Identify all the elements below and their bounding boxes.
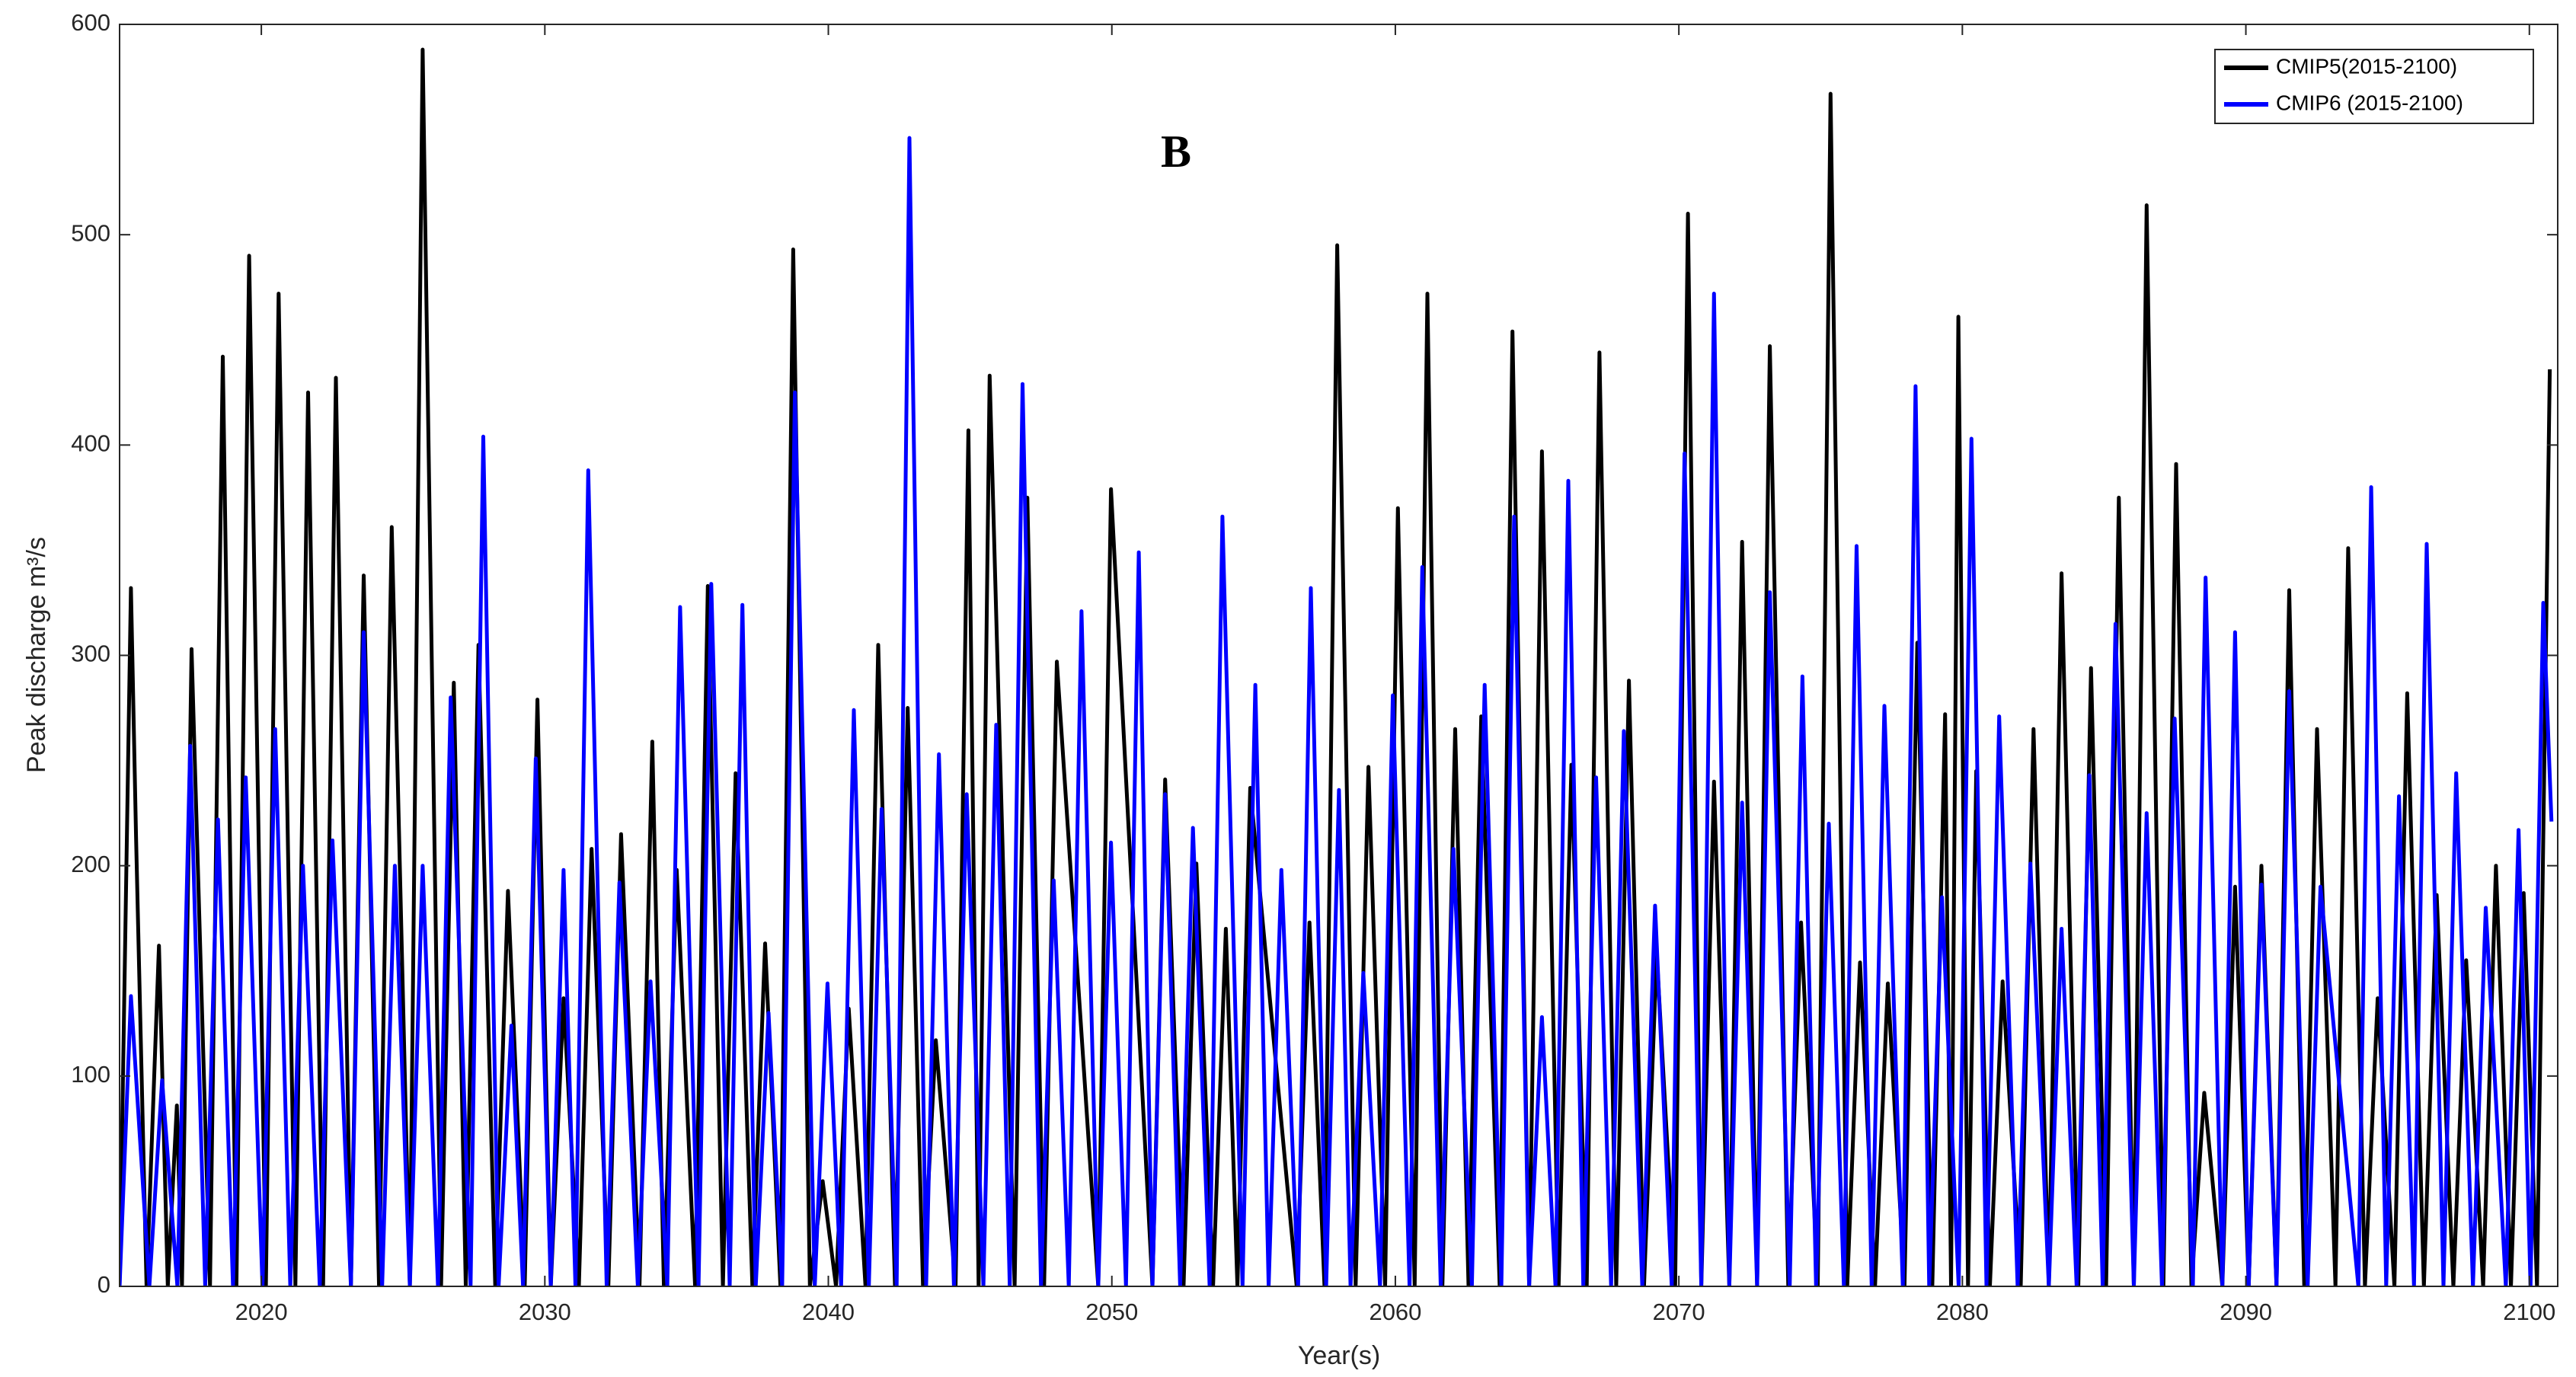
- x-tick-label: 2040: [802, 1299, 855, 1325]
- legend-label: CMIP6 (2015-2100): [2276, 91, 2463, 114]
- y-tick-label: 300: [71, 641, 110, 667]
- y-tick-label: 0: [97, 1271, 110, 1298]
- legend-label: CMIP5(2015-2100): [2276, 54, 2457, 78]
- x-tick-label: 2030: [519, 1299, 571, 1325]
- y-axis-label: Peak discharge m³/s: [22, 537, 51, 773]
- plot-area: [120, 47, 2554, 1286]
- x-tick-label: 2100: [2503, 1299, 2555, 1325]
- y-tick-label: 600: [71, 9, 110, 36]
- legend-box: [2214, 49, 2534, 124]
- y-tick-label: 500: [71, 219, 110, 246]
- x-tick-label: 2090: [2220, 1299, 2272, 1325]
- x-axis-label: Year(s): [1298, 1341, 1380, 1370]
- x-tick-label: 2050: [1085, 1299, 1138, 1325]
- y-tick-label: 100: [71, 1061, 110, 1088]
- x-tick-label: 2080: [1936, 1299, 1989, 1325]
- x-tick-label: 2060: [1369, 1299, 1421, 1325]
- y-tick-label: 400: [71, 430, 110, 457]
- x-tick-label: 2020: [235, 1299, 288, 1325]
- panel-label: B: [1161, 126, 1191, 177]
- x-tick-label: 2070: [1653, 1299, 1705, 1325]
- y-tick-label: 200: [71, 851, 110, 877]
